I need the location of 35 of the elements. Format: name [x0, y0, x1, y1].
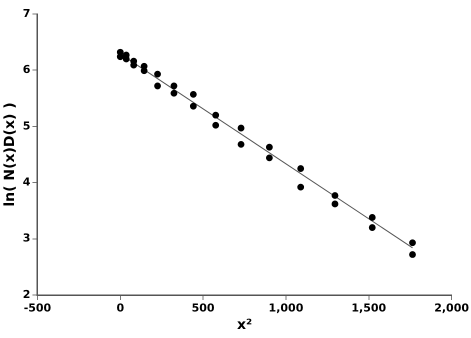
point [409, 251, 416, 258]
point [332, 200, 338, 208]
point [297, 184, 304, 190]
point [409, 239, 416, 246]
point [332, 192, 338, 199]
y-tick-label: 5 [22, 119, 30, 132]
y-tick-label: 3 [22, 232, 30, 245]
y-axis-title: ln( N(x)D(x) ) [2, 102, 18, 207]
x-tick-label: 1,000 [268, 301, 304, 314]
point [238, 124, 244, 132]
y-tick-label: 2 [22, 288, 30, 301]
y-tick-label: 4 [22, 175, 31, 188]
x-tick-label: -500 [24, 301, 52, 314]
point [212, 122, 220, 129]
point [116, 53, 124, 60]
point [190, 102, 197, 110]
x-tick-label: 1,500 [351, 301, 387, 314]
x-axis-title: x² [236, 317, 252, 334]
point [297, 165, 304, 172]
y-tick-label: 7 [22, 6, 30, 20]
point [368, 214, 376, 221]
point [190, 90, 197, 98]
x-tick-label: 2,000 [434, 301, 470, 314]
point [266, 154, 273, 162]
point [238, 140, 244, 148]
point [170, 90, 178, 97]
y-tick-label: 6 [22, 63, 31, 76]
point [266, 144, 273, 151]
point [212, 112, 220, 119]
x-tick-label: 0 [116, 301, 124, 314]
x-tick-label: 500 [192, 301, 215, 314]
point [154, 82, 161, 90]
point [368, 224, 376, 231]
point [154, 70, 161, 78]
point [170, 82, 178, 90]
